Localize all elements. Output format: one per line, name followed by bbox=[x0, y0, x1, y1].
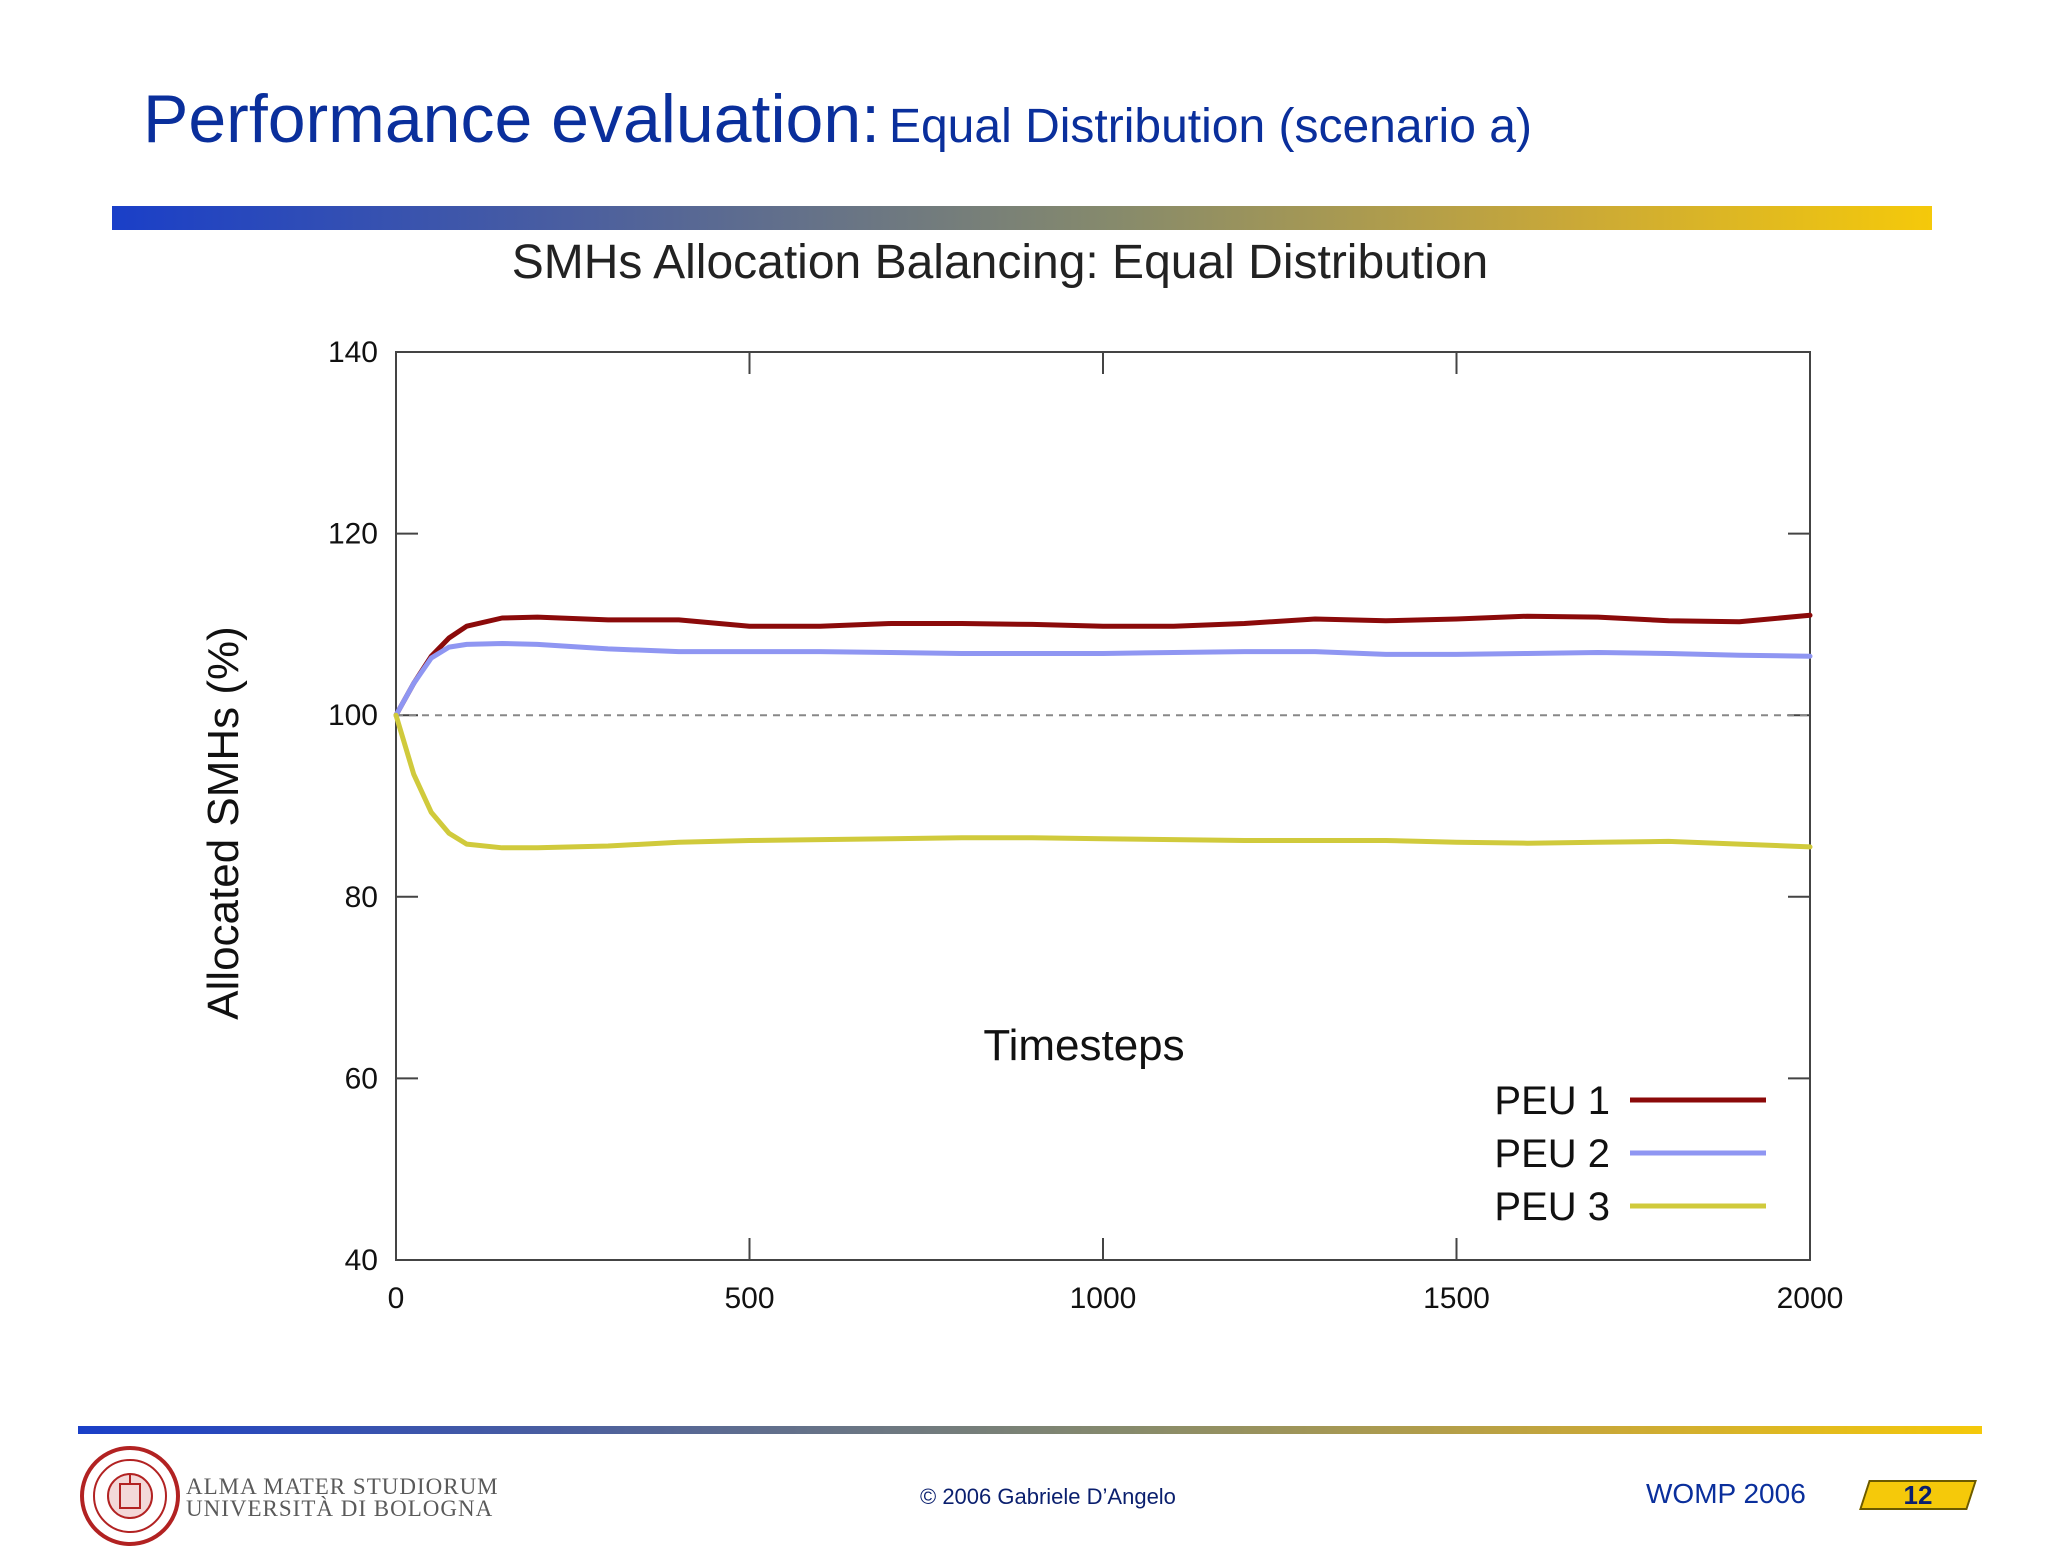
series-line-peu-1 bbox=[393, 612, 1813, 718]
x-tick-label-1500: 1500 bbox=[1423, 1282, 1490, 1315]
copyright-text: © 2006 Gabriele D’Angelo bbox=[920, 1484, 1176, 1509]
university-name: ALMA MATER STUDIORUM UNIVERSITÀ DI BOLOG… bbox=[186, 1474, 499, 1521]
university-seal-icon bbox=[80, 1446, 180, 1546]
y-tick-label-40: 40 bbox=[345, 1244, 378, 1277]
page-number: 12 bbox=[1903, 1480, 1933, 1510]
plot-frame bbox=[395, 351, 1811, 1261]
line-chart: SMHs Allocation Balancing: Equal Distrib… bbox=[199, 240, 1843, 1315]
x-tick-label-0: 0 bbox=[388, 1282, 405, 1315]
chart-xlabel: Timesteps bbox=[983, 1021, 1184, 1070]
slide-title-main: Performance evaluation: bbox=[143, 81, 881, 157]
chart-plot-area: 40 60 80 100 120 140 0 500 1000 1500 2000 PEU 1 PEU … bbox=[328, 336, 1843, 1315]
chart-title: SMHs Allocation Balancing: Equal Distrib… bbox=[512, 240, 1489, 289]
x-tick-label-2000: 2000 bbox=[1777, 1282, 1844, 1315]
university-name-line1: ALMA MATER STUDIORUM bbox=[186, 1474, 499, 1499]
header-gradient-bar bbox=[112, 206, 1932, 230]
slide-title-sub: Equal Distribution (scenario a) bbox=[888, 100, 1532, 153]
conference-label: WOMP 2006 bbox=[1646, 1478, 1806, 1509]
legend-label-peu-1: PEU 1 bbox=[1494, 1079, 1610, 1123]
university-name-line2: UNIVERSITÀ DI BOLOGNA bbox=[186, 1496, 494, 1521]
legend-label-peu-2: PEU 2 bbox=[1494, 1132, 1610, 1176]
x-tick-label-500: 500 bbox=[724, 1282, 774, 1315]
chart-ylabel: Allocated SMHs (%) bbox=[199, 626, 248, 1020]
slide-title: Performance evaluation: Equal Distributi… bbox=[143, 80, 1532, 158]
footer-gradient-bar bbox=[78, 1426, 1982, 1434]
x-tick-label-1000: 1000 bbox=[1070, 1282, 1137, 1315]
y-tick-label-80: 80 bbox=[345, 881, 378, 914]
series-line-peu-2 bbox=[393, 641, 1813, 718]
y-tick-label-100: 100 bbox=[328, 699, 378, 732]
legend-label-peu-3: PEU 3 bbox=[1494, 1185, 1610, 1229]
y-tick-label-120: 120 bbox=[328, 518, 378, 551]
y-tick-label-140: 140 bbox=[328, 336, 378, 369]
page-number-badge: 12 bbox=[1859, 1480, 1977, 1510]
y-tick-label-60: 60 bbox=[345, 1062, 378, 1095]
series-line-peu-3 bbox=[393, 712, 1813, 851]
